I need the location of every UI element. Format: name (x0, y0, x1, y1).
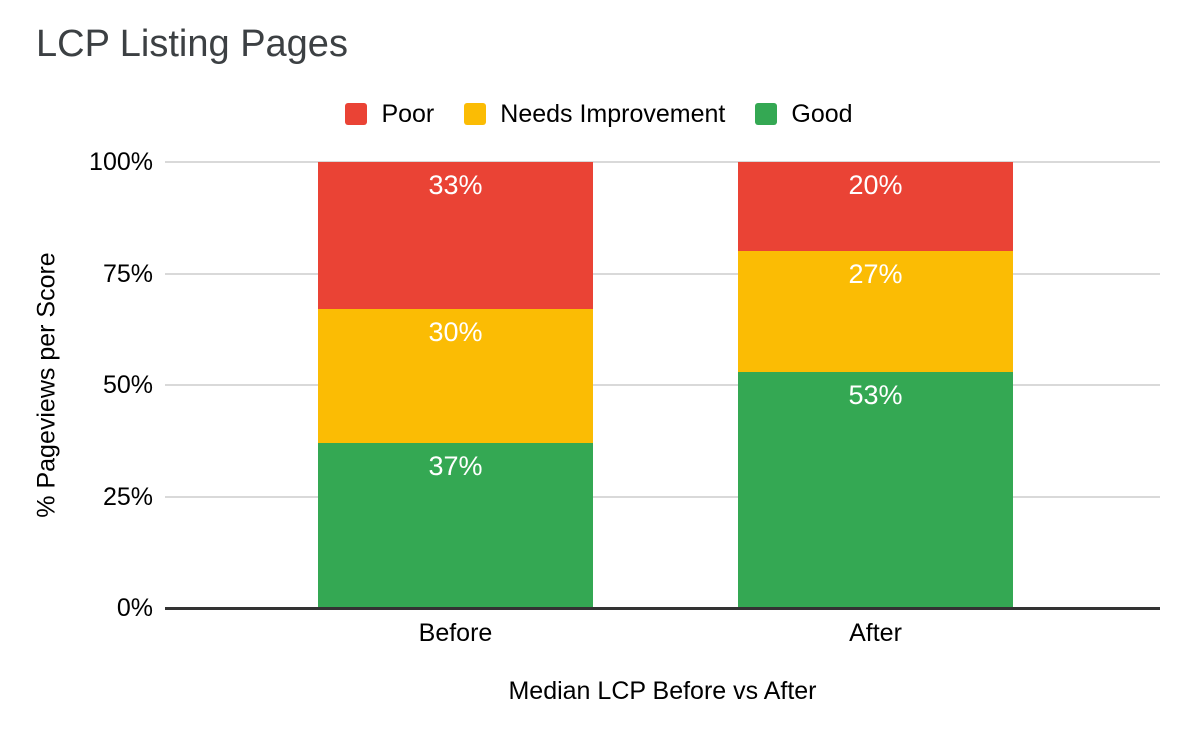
bar-after: 20% 27% 53% (738, 162, 1013, 608)
y-tick-label: 75% (102, 259, 153, 288)
x-axis-baseline (165, 606, 1160, 610)
legend-label: Good (791, 99, 853, 128)
y-axis-title: % Pageviews per Score (32, 252, 61, 518)
segment-value-label: 27% (848, 259, 903, 290)
segment-value-label: 30% (428, 317, 483, 348)
bar-segment-good: 53% (738, 371, 1013, 608)
gridline-100% (165, 161, 1160, 163)
gridline-75% (165, 272, 1160, 275)
x-category-label-before: Before (418, 619, 493, 647)
segment-value-label: 20% (848, 170, 903, 200)
x-axis-title: Median LCP Before vs After (508, 677, 817, 705)
bar-segment-poor: 33% (318, 162, 593, 310)
legend-label: Poor (381, 99, 435, 128)
segment-value-label: 33% (428, 170, 483, 200)
y-tick-label: 0% (116, 594, 153, 622)
x-category-label-after: After (849, 619, 902, 647)
bar-segment-needs-improvement: 30% (318, 309, 593, 443)
y-tick-label: 100% (89, 148, 153, 176)
bar-segment-poor: 20% (738, 162, 1013, 252)
bar-segment-needs-improvement: 27% (738, 251, 1013, 372)
segment-value-label: 37% (428, 450, 483, 481)
y-tick-label: 50% (102, 371, 153, 399)
legend-swatch-icon (464, 103, 487, 125)
legend-item-needs-improvement: Needs Improvement (464, 99, 726, 128)
bar-before: 33% 30% 37% (318, 162, 593, 608)
segment-value-label: 53% (848, 379, 903, 410)
legend-item-good: Good (755, 99, 853, 128)
legend-swatch-icon (345, 103, 368, 125)
gridline-25% (165, 495, 1160, 498)
gridline-50% (165, 384, 1160, 386)
legend-swatch-icon (755, 103, 778, 125)
legend: Poor Needs Improvement Good (0, 100, 1198, 128)
chart-title: LCP Listing Pages (36, 23, 348, 65)
bar-segment-good: 37% (318, 442, 593, 608)
legend-item-poor: Poor (345, 99, 435, 128)
y-tick-label: 25% (102, 482, 153, 511)
legend-label: Needs Improvement (500, 99, 726, 128)
